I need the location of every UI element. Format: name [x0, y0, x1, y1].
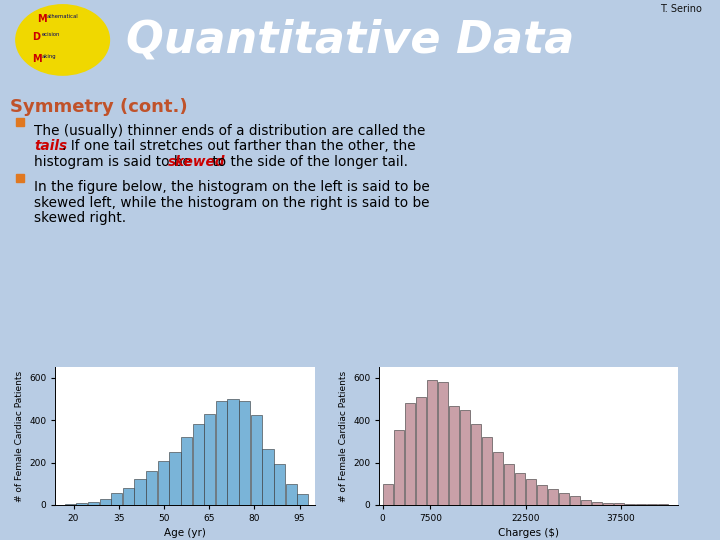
- Bar: [99, 498, 111, 505]
- Bar: [614, 503, 624, 505]
- Bar: [111, 493, 122, 505]
- Bar: [471, 424, 482, 505]
- Text: D: D: [32, 32, 40, 42]
- Text: Symmetry (cont.): Symmetry (cont.): [10, 98, 188, 116]
- Bar: [251, 415, 262, 505]
- Bar: [570, 496, 580, 505]
- Bar: [427, 380, 438, 505]
- Bar: [16, 174, 24, 183]
- Bar: [286, 484, 297, 505]
- Bar: [394, 430, 405, 505]
- Bar: [123, 488, 134, 505]
- Text: M: M: [37, 14, 47, 24]
- Bar: [65, 504, 76, 505]
- Bar: [383, 484, 393, 505]
- Bar: [239, 401, 251, 505]
- Text: In the figure below, the histogram on the left is said to be: In the figure below, the histogram on th…: [34, 180, 430, 194]
- Bar: [204, 414, 215, 505]
- Text: . If one tail stretches out farther than the other, the: . If one tail stretches out farther than…: [62, 139, 415, 153]
- Bar: [449, 407, 459, 505]
- Text: skewed right.: skewed right.: [34, 211, 126, 225]
- Bar: [274, 463, 285, 505]
- Bar: [482, 437, 492, 505]
- Text: skewed: skewed: [168, 155, 225, 169]
- Bar: [181, 437, 192, 505]
- Bar: [146, 471, 157, 505]
- Text: T. Serino: T. Serino: [660, 4, 702, 14]
- Bar: [88, 502, 99, 505]
- Bar: [76, 503, 88, 505]
- Bar: [658, 504, 668, 505]
- Bar: [192, 424, 204, 505]
- Bar: [636, 504, 647, 505]
- Bar: [16, 118, 24, 126]
- Text: Quantitative Data: Quantitative Data: [126, 18, 575, 62]
- Bar: [592, 502, 603, 505]
- Bar: [460, 409, 470, 505]
- Text: The (usually) thinner ends of a distribution are called the: The (usually) thinner ends of a distribu…: [34, 124, 426, 138]
- Bar: [493, 452, 503, 505]
- Text: to the side of the longer tail.: to the side of the longer tail.: [208, 155, 408, 169]
- X-axis label: Charges ($): Charges ($): [498, 529, 559, 538]
- Bar: [559, 493, 570, 505]
- Bar: [158, 462, 169, 505]
- Bar: [515, 473, 526, 505]
- Bar: [228, 399, 238, 505]
- Text: ecision: ecision: [42, 32, 60, 37]
- Bar: [548, 489, 559, 505]
- Bar: [262, 449, 274, 505]
- Text: histogram is said to be: histogram is said to be: [34, 155, 195, 169]
- Bar: [504, 463, 514, 505]
- Y-axis label: # of Female Cardiac Patients: # of Female Cardiac Patients: [14, 370, 24, 502]
- X-axis label: Age (yr): Age (yr): [164, 529, 206, 538]
- Text: tails: tails: [34, 139, 67, 153]
- Bar: [416, 397, 426, 505]
- Text: athematical: athematical: [47, 14, 78, 18]
- Bar: [537, 485, 547, 505]
- Bar: [297, 494, 308, 505]
- Bar: [625, 504, 636, 505]
- Bar: [169, 452, 181, 505]
- Bar: [216, 401, 227, 505]
- Bar: [581, 500, 591, 505]
- Y-axis label: # of Female Cardiac Patients: # of Female Cardiac Patients: [338, 370, 348, 502]
- Bar: [438, 382, 449, 505]
- Text: M: M: [32, 55, 41, 64]
- Text: aking: aking: [42, 55, 56, 59]
- Bar: [135, 480, 145, 505]
- Bar: [526, 480, 536, 505]
- Bar: [603, 503, 613, 505]
- Ellipse shape: [16, 5, 109, 75]
- Text: skewed left, while the histogram on the right is said to be: skewed left, while the histogram on the …: [34, 196, 430, 210]
- Bar: [405, 403, 415, 505]
